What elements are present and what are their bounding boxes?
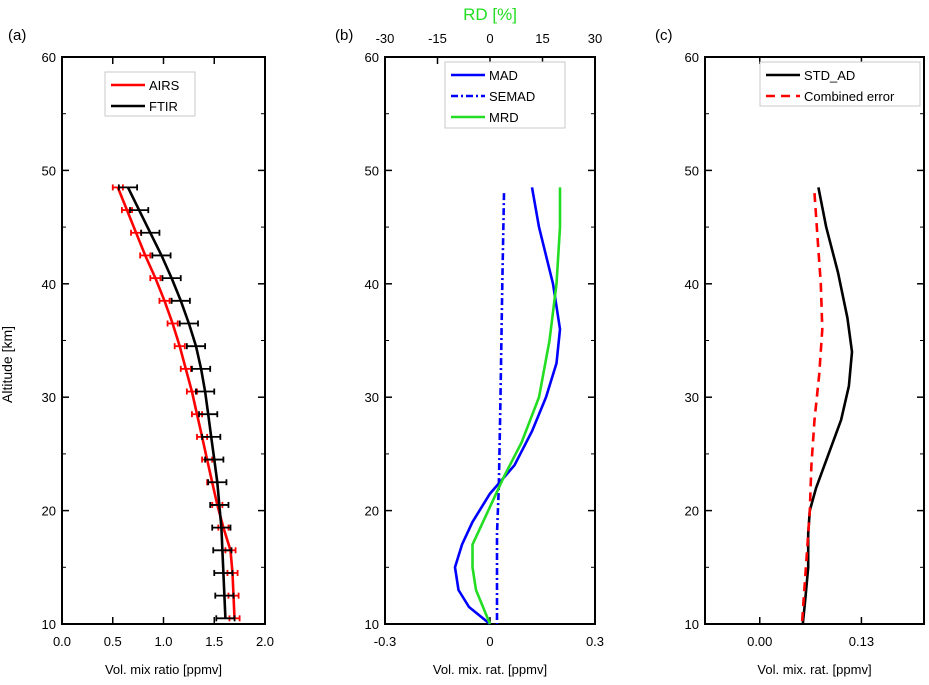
x-tick-label: 2.0 — [256, 634, 274, 649]
x-tick-label: 1.0 — [154, 634, 172, 649]
y-tick-label: 10 — [42, 617, 56, 632]
legend-label: MRD — [489, 110, 519, 125]
top-x-tick-label: -15 — [428, 31, 447, 46]
y-tick-label: 60 — [685, 50, 699, 65]
top-x-tick-label: 0 — [486, 31, 493, 46]
legend-label: STD_AD — [804, 68, 855, 83]
panel-c: (c) 10 20 30 40 50 60 0.00 0.13 Vol. mix. rat. [p… — [655, 27, 925, 677]
y-tick-label: 40 — [685, 277, 699, 292]
x-axis-label: Vol. mix. rat. [ppmv] — [433, 662, 547, 677]
panel-label: (c) — [655, 27, 673, 44]
x-tick-label: 1.5 — [205, 634, 223, 649]
shared-y-axis-label: Altitude [km] — [0, 326, 15, 403]
legend-label: Combined error — [804, 89, 895, 104]
y-tick-label: 60 — [365, 50, 379, 65]
plot-frame — [704, 56, 925, 625]
y-tick-label: 30 — [365, 390, 379, 405]
panel-a: (a) 10 20 30 40 50 60 0.0 0.5 1.0 1.5 2.0 Vol. mix r… — [8, 27, 274, 677]
top-x-axis-label: RD [%] — [463, 5, 517, 24]
x-axis-label: Vol. mix. rat. [ppmv] — [757, 662, 871, 677]
legend-label: MAD — [489, 68, 518, 83]
x-tick-label: -0.3 — [374, 634, 396, 649]
panel-label: (b) — [335, 27, 353, 44]
y-tick-label: 30 — [42, 390, 56, 405]
panel-b: (b) 10 20 30 40 50 60 -0.3 0 0.3 -30 -15 0 15 30 RD [%]… — [335, 5, 604, 677]
series-line-ftir — [126, 186, 227, 619]
top-x-tick-label: 30 — [588, 31, 602, 46]
legend: STD_AD Combined error — [759, 61, 921, 107]
top-x-tick-label: -30 — [376, 31, 395, 46]
y-tick-label: 50 — [365, 163, 379, 178]
y-tick-label: 60 — [42, 50, 56, 65]
legend: MAD SEMAD MRD — [444, 61, 566, 129]
plot-frame — [61, 56, 266, 625]
legend-box — [759, 61, 921, 107]
series-line-mad — [453, 187, 562, 626]
x-tick-label: 0.00 — [747, 634, 772, 649]
x-tick-label: 0.0 — [53, 634, 71, 649]
series-line-combined-error — [800, 193, 824, 625]
legend: AIRS FTIR — [104, 71, 196, 117]
x-tick-label: 0.13 — [849, 634, 874, 649]
x-tick-label: 0.5 — [104, 634, 122, 649]
panel-label: (a) — [8, 27, 26, 44]
top-x-tick-label: 15 — [535, 31, 549, 46]
series-line-std-ad — [801, 187, 854, 625]
series-line-mrd — [471, 187, 562, 625]
legend-label: SEMAD — [489, 89, 535, 104]
series-line-airs — [116, 186, 236, 619]
legend-box — [104, 71, 196, 117]
legend-label: AIRS — [149, 78, 180, 93]
y-tick-label: 50 — [42, 163, 56, 178]
x-axis-label: Vol. mix ratio [ppmv] — [105, 662, 222, 677]
legend-label: FTIR — [149, 99, 178, 114]
plot-frame — [384, 56, 596, 625]
y-tick-label: 10 — [685, 617, 699, 632]
series-line-semad — [495, 193, 506, 624]
y-tick-label: 50 — [685, 163, 699, 178]
y-tick-label: 40 — [42, 277, 56, 292]
y-tick-label: 20 — [42, 504, 56, 519]
y-tick-label: 10 — [365, 617, 379, 632]
y-tick-label: 20 — [685, 504, 699, 519]
x-tick-label: 0 — [486, 634, 493, 649]
x-tick-label: 0.3 — [586, 634, 604, 649]
y-tick-label: 30 — [685, 390, 699, 405]
y-tick-label: 20 — [365, 504, 379, 519]
y-tick-label: 40 — [365, 277, 379, 292]
